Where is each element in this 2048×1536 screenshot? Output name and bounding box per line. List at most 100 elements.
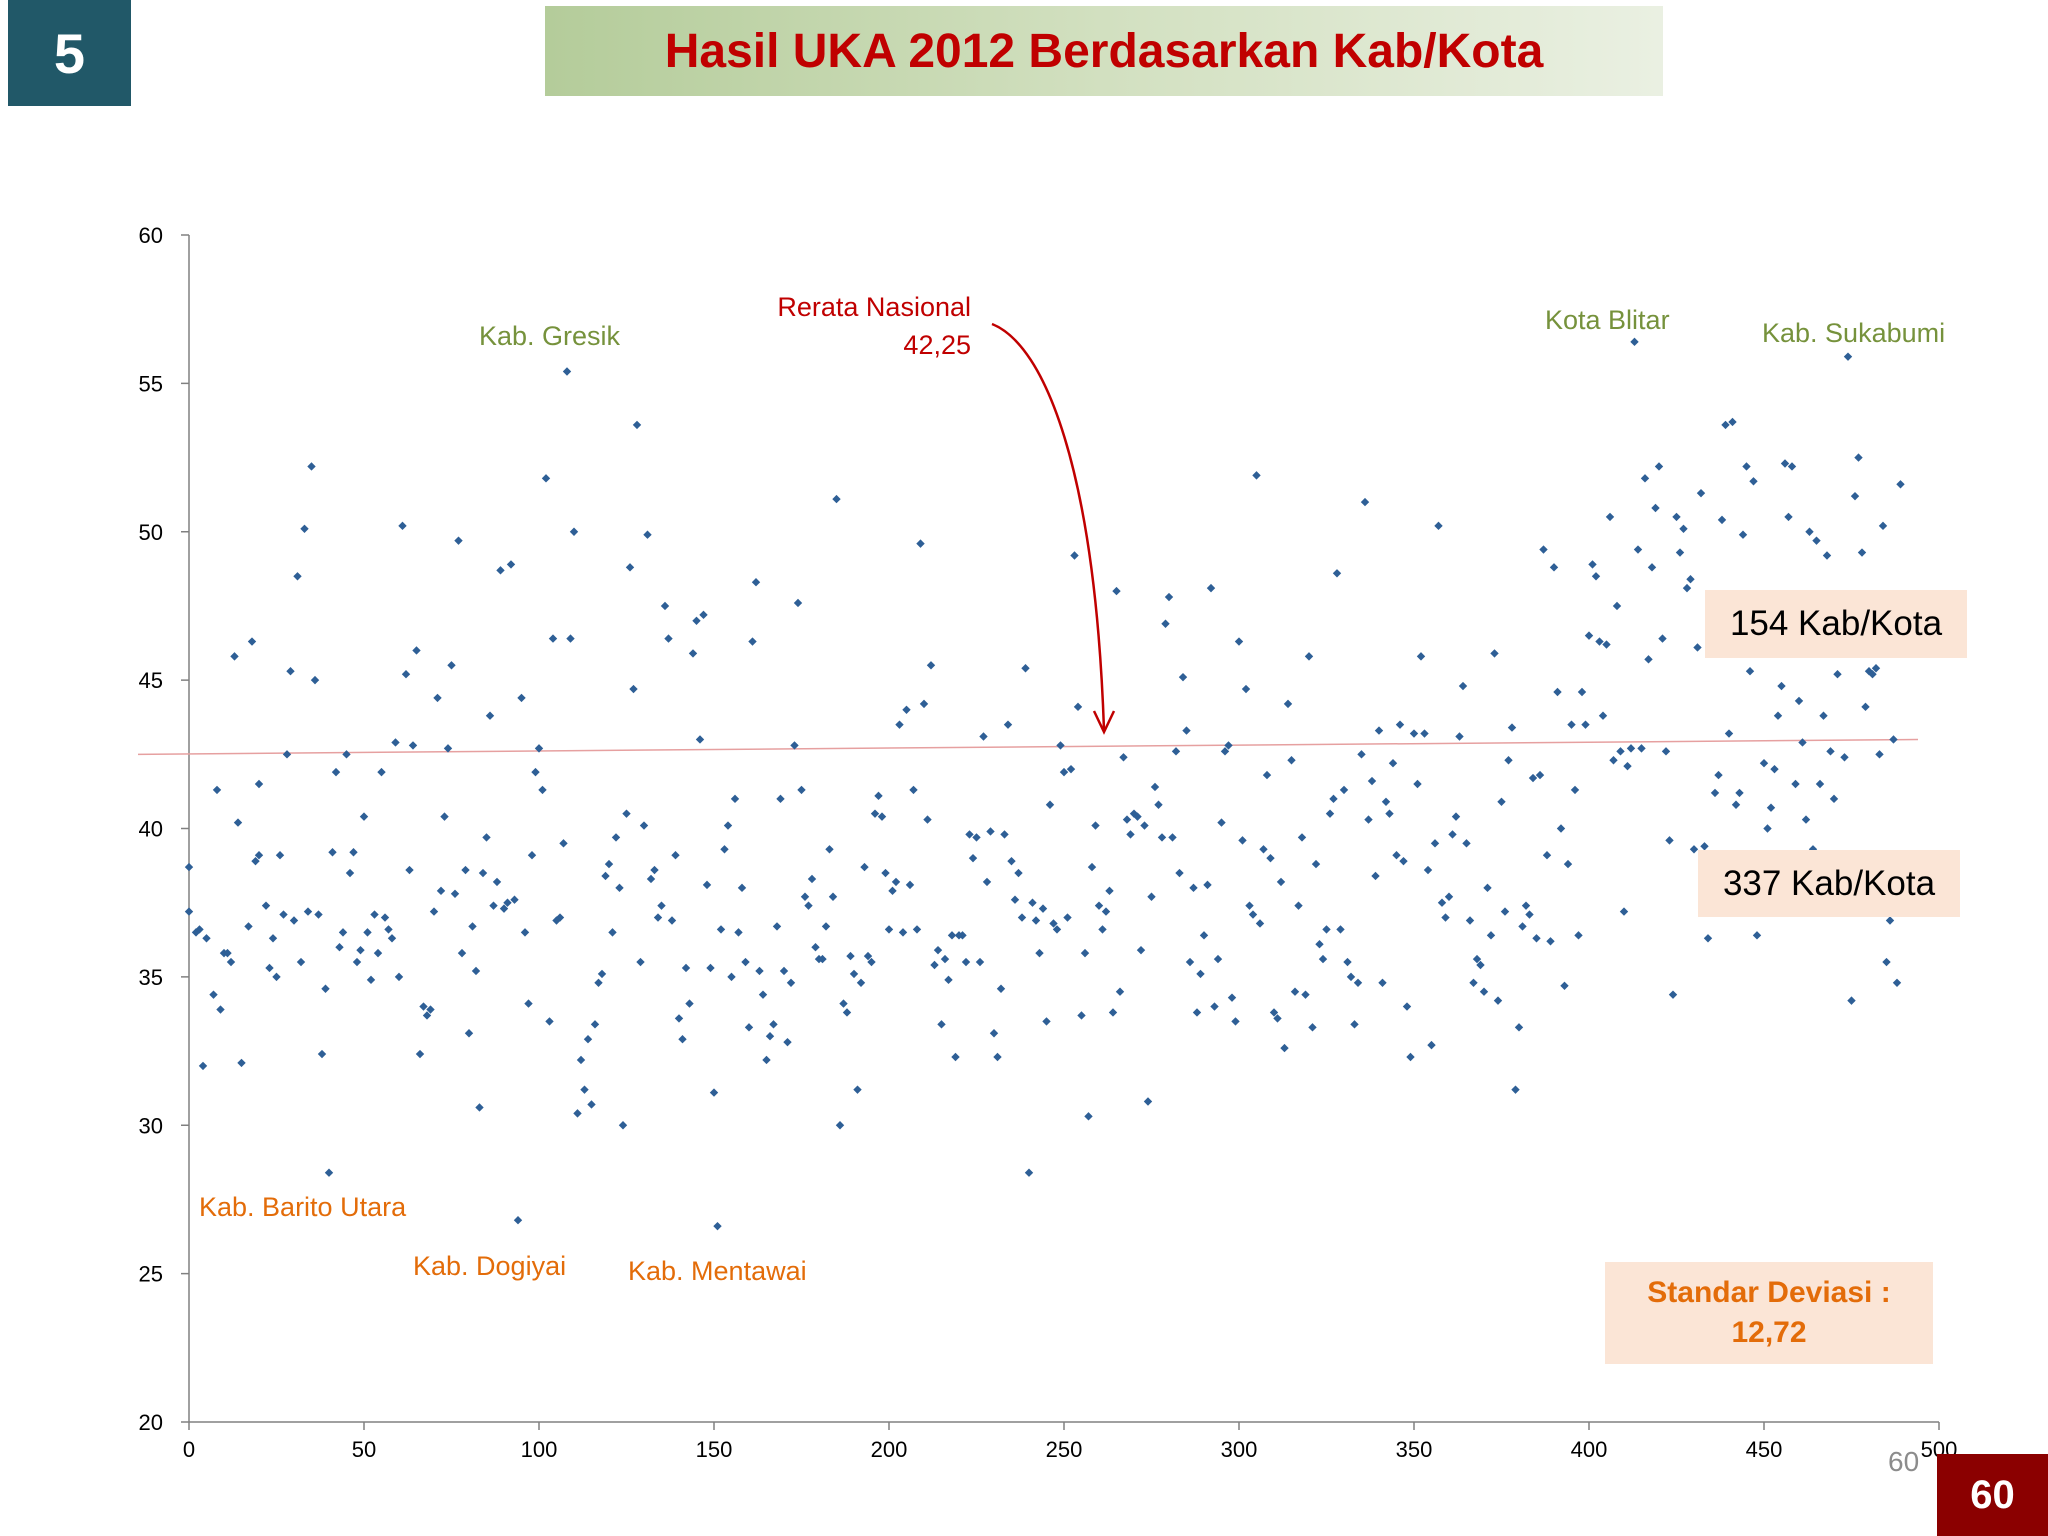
data-point [807, 874, 817, 884]
data-point [944, 975, 953, 985]
x-tick-label: 150 [696, 1437, 733, 1462]
data-point [1021, 664, 1030, 673]
data-point [1049, 919, 1058, 928]
annotation-barito: Kab. Barito Utara [199, 1192, 407, 1222]
data-point [972, 833, 981, 842]
data-point [601, 871, 610, 881]
data-point [1248, 910, 1258, 919]
data-point [1105, 886, 1114, 896]
data-point [1556, 824, 1566, 833]
data-point [755, 966, 764, 976]
data-point [912, 925, 922, 934]
data-point [265, 963, 274, 973]
data-point [286, 667, 295, 676]
data-point [527, 851, 537, 860]
data-point [1360, 497, 1370, 507]
data-point [888, 886, 897, 896]
data-point [510, 895, 519, 904]
data-point [254, 851, 264, 860]
data-point [902, 705, 911, 714]
data-point [1455, 732, 1464, 741]
data-point [1077, 1011, 1086, 1020]
data-point [1189, 883, 1198, 893]
data-point [433, 693, 442, 703]
data-point [576, 1055, 586, 1065]
data-point [1122, 815, 1132, 824]
data-point [1353, 978, 1363, 988]
data-point [1161, 619, 1170, 628]
x-tick-label: 450 [1746, 1437, 1783, 1462]
data-point [401, 669, 411, 679]
data-point [184, 907, 194, 916]
data-point [1406, 1052, 1415, 1062]
data-point [611, 833, 621, 842]
data-point [748, 637, 757, 646]
data-point [1255, 919, 1265, 928]
data-point [1871, 664, 1881, 673]
data-point [1084, 1112, 1093, 1121]
data-point [660, 601, 670, 611]
data-point [1245, 901, 1254, 910]
data-point [1392, 851, 1401, 860]
data-point [1840, 753, 1849, 762]
data-point [492, 877, 502, 887]
data-point [1014, 868, 1023, 878]
x-tick-label: 0 [183, 1437, 195, 1462]
data-point [408, 741, 418, 750]
data-point [216, 1005, 225, 1014]
data-point [1059, 767, 1069, 777]
data-point [1010, 895, 1020, 904]
data-point [695, 735, 705, 744]
data-point [625, 563, 635, 572]
y-tick-label: 35 [139, 965, 163, 990]
data-point [1686, 575, 1695, 584]
data-point [1276, 877, 1286, 887]
data-point [485, 711, 495, 720]
data-point [1140, 821, 1149, 830]
data-point [1266, 853, 1275, 863]
data-point [471, 966, 481, 976]
data-point [986, 827, 995, 836]
data-point [1175, 868, 1184, 878]
data-point [1829, 794, 1839, 804]
data-point [1073, 702, 1083, 712]
data-point [769, 1020, 778, 1029]
data-point [366, 975, 376, 985]
data-point [737, 883, 747, 893]
data-point [1101, 907, 1111, 916]
data-point [1129, 809, 1139, 818]
data-point [608, 928, 617, 937]
data-point [345, 868, 355, 878]
data-point [671, 851, 680, 860]
x-tick-label: 50 [352, 1437, 376, 1462]
data-point [1294, 901, 1303, 910]
data-point [1112, 586, 1121, 596]
data-point [1224, 741, 1233, 750]
data-point [765, 1032, 775, 1041]
data-point [1661, 747, 1671, 756]
data-point [566, 634, 575, 643]
slide-page-number: 60 [1888, 1446, 1920, 1477]
data-point [1546, 937, 1555, 946]
data-point [1500, 907, 1510, 916]
data-point [776, 794, 785, 804]
data-point [303, 907, 313, 916]
data-point [1780, 459, 1790, 468]
data-point [454, 536, 463, 545]
data-point [1098, 925, 1107, 934]
data-point [1395, 720, 1405, 729]
data-point [1227, 993, 1237, 1002]
y-tick-label: 25 [139, 1262, 163, 1287]
data-point [1157, 833, 1167, 842]
data-point [1826, 747, 1835, 756]
data-point [1119, 753, 1128, 762]
data-point [520, 928, 530, 937]
data-point [580, 1085, 589, 1094]
data-point [594, 978, 603, 988]
data-point [478, 868, 488, 878]
data-point [1668, 990, 1678, 999]
data-point [1409, 729, 1419, 738]
data-point [587, 1100, 596, 1109]
data-point [1885, 916, 1895, 925]
